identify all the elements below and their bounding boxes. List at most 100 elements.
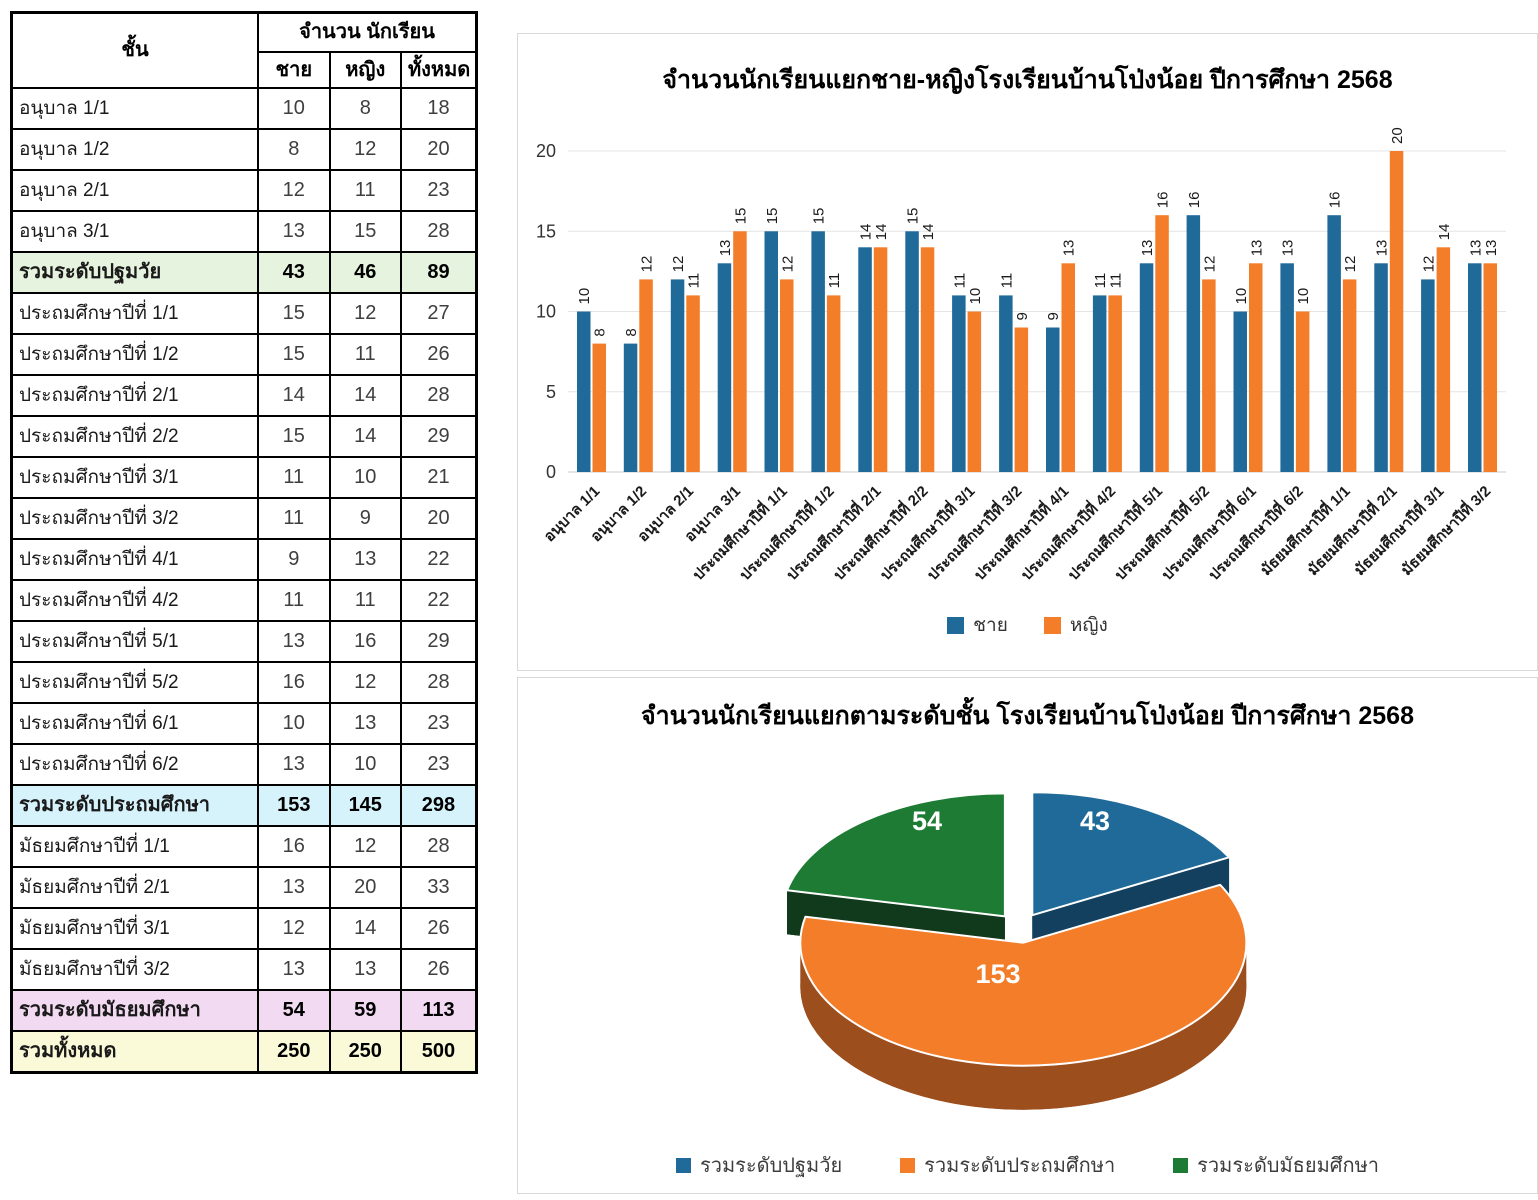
- female-cell: 13: [328, 538, 402, 581]
- bar-value-label: 14: [1436, 224, 1453, 241]
- legend-swatch-icon: [947, 616, 965, 634]
- table-row: ประถมศึกษาปีที่ 1/2 15 11 26: [10, 333, 478, 376]
- class-cell: ประถมศึกษาปีที่ 1/1: [10, 292, 260, 335]
- bar-value-label: 8: [623, 328, 640, 336]
- bar-value-label: 8: [592, 328, 609, 336]
- students-table-body: อนุบาล 1/1 10 8 18 อนุบาล 1/2 8 12 20 อนุบาล 2/1…: [10, 87, 478, 1074]
- female-cell: 14: [328, 415, 402, 458]
- table-row: มัธยมศึกษาปีที่ 2/1 13 20 33: [10, 866, 478, 909]
- bar-female: [1483, 263, 1497, 472]
- table-row: รวมทั้งหมด 250 250 500: [10, 1030, 478, 1074]
- class-cell: ประถมศึกษาปีที่ 5/2: [10, 661, 260, 704]
- bar-female: [1389, 151, 1404, 472]
- total-cell: 22: [399, 538, 478, 581]
- male-cell: 13: [257, 620, 331, 663]
- female-cell: 10: [328, 456, 402, 499]
- bar-value-label: 16: [1155, 192, 1172, 209]
- y-tick-label: 15: [536, 221, 556, 241]
- total-cell: 113: [399, 989, 478, 1032]
- female-cell: 12: [328, 661, 402, 704]
- male-cell: 12: [257, 907, 331, 950]
- male-cell: 54: [257, 989, 331, 1032]
- bar-value-label: 13: [1061, 240, 1078, 257]
- bar-female: [873, 247, 888, 472]
- legend-label: หญิง: [1069, 615, 1108, 636]
- bar-value-label: 11: [826, 273, 843, 289]
- female-cell: 13: [328, 948, 402, 991]
- total-cell: 28: [399, 210, 478, 253]
- male-cell: 11: [257, 497, 331, 540]
- table-row: ประถมศึกษาปีที่ 4/2 11 11 22: [10, 579, 478, 622]
- class-cell: ประถมศึกษาปีที่ 1/2: [10, 333, 260, 376]
- total-cell: 26: [399, 948, 478, 991]
- class-cell: อนุบาล 3/1: [10, 210, 260, 253]
- y-tick-label: 5: [546, 382, 556, 402]
- table-row: มัธยมศึกษาปีที่ 3/1 12 14 26: [10, 907, 478, 950]
- bar-female: [1436, 247, 1451, 472]
- female-cell: 11: [328, 169, 402, 212]
- pie-slice-rim: [800, 942, 1247, 1110]
- male-cell: 15: [257, 415, 331, 458]
- bar-value-label: 16: [1186, 192, 1203, 209]
- bar-male: [858, 247, 872, 472]
- bar-value-label: 9: [1045, 312, 1062, 320]
- table-row: รวมระดับประถมศึกษา 153 145 298: [10, 784, 478, 827]
- bar-female: [780, 279, 794, 472]
- bar-value-label: 15: [732, 208, 749, 225]
- class-cell: รวมระดับปฐมวัย: [10, 251, 260, 294]
- female-cell: 250: [328, 1030, 402, 1074]
- bar-male: [1327, 215, 1341, 472]
- female-cell: 9: [328, 497, 402, 540]
- female-cell: 14: [328, 907, 402, 950]
- bar-male: [1374, 263, 1388, 472]
- male-cell: 14: [257, 374, 331, 417]
- total-cell: 89: [399, 251, 478, 294]
- bar-female: [1202, 279, 1216, 472]
- bar-female: [733, 231, 747, 473]
- class-cell: ประถมศึกษาปีที่ 4/1: [10, 538, 260, 581]
- class-cell: มัธยมศึกษาปีที่ 3/1: [10, 907, 260, 950]
- sub-column-header-2: ทั้งหมด: [399, 51, 478, 89]
- legend-label: รวมระดับมัธยมศึกษา: [1197, 1155, 1380, 1177]
- female-cell: 13: [328, 702, 402, 745]
- pie-chart-panel: จำนวนนักเรียนแยกตามระดับชั้น โรงเรียนบ้า…: [517, 677, 1538, 1194]
- bar-value-label: 11: [998, 273, 1015, 289]
- total-cell: 20: [399, 128, 478, 171]
- bar-value-label: 14: [873, 224, 890, 241]
- legend-swatch-icon: [1043, 616, 1061, 634]
- total-cell: 28: [399, 661, 478, 704]
- class-cell: ประถมศึกษาปีที่ 6/1: [10, 702, 260, 745]
- bar-female: [1108, 295, 1122, 472]
- male-cell: 10: [257, 87, 331, 130]
- pie-chart-title: จำนวนนักเรียนแยกตามระดับชั้น โรงเรียนบ้า…: [641, 702, 1414, 730]
- male-cell: 8: [257, 128, 331, 171]
- male-cell: 13: [257, 866, 331, 909]
- bar-male: [999, 295, 1013, 472]
- legend-label: ชาย: [973, 615, 1008, 636]
- table-row: ประถมศึกษาปีที่ 5/2 16 12 28: [10, 661, 478, 704]
- bar-male: [811, 231, 825, 473]
- bar-female: [1295, 311, 1310, 472]
- total-cell: 29: [399, 415, 478, 458]
- bar-value-label: 13: [1483, 240, 1500, 257]
- bar-value-label: 13: [1280, 240, 1297, 257]
- legend-label: รวมระดับปฐมวัย: [699, 1155, 843, 1177]
- male-cell: 15: [257, 333, 331, 376]
- class-cell: ประถมศึกษาปีที่ 3/2: [10, 497, 260, 540]
- bar-value-label: 14: [920, 224, 937, 241]
- total-cell: 18: [399, 87, 478, 130]
- female-cell: 15: [328, 210, 402, 253]
- legend-item: ชาย: [947, 610, 1008, 640]
- bar-value-label: 12: [1342, 256, 1359, 273]
- pie-chart-legend: รวมระดับปฐมวัย รวมระดับประถมศึกษา รวมระดับ…: [518, 1149, 1537, 1181]
- bar-value-label: 13: [1374, 240, 1391, 257]
- table-row: ประถมศึกษาปีที่ 5/1 13 16 29: [10, 620, 478, 663]
- bar-value-label: 12: [1420, 256, 1437, 273]
- bar-value-label: 12: [670, 256, 687, 273]
- bar-female: [967, 311, 982, 472]
- total-cell: 29: [399, 620, 478, 663]
- bar-value-label: 10: [1295, 288, 1312, 305]
- female-cell: 12: [328, 128, 402, 171]
- bar-value-label: 15: [764, 208, 781, 225]
- table-row: ประถมศึกษาปีที่ 3/1 11 10 21: [10, 456, 478, 499]
